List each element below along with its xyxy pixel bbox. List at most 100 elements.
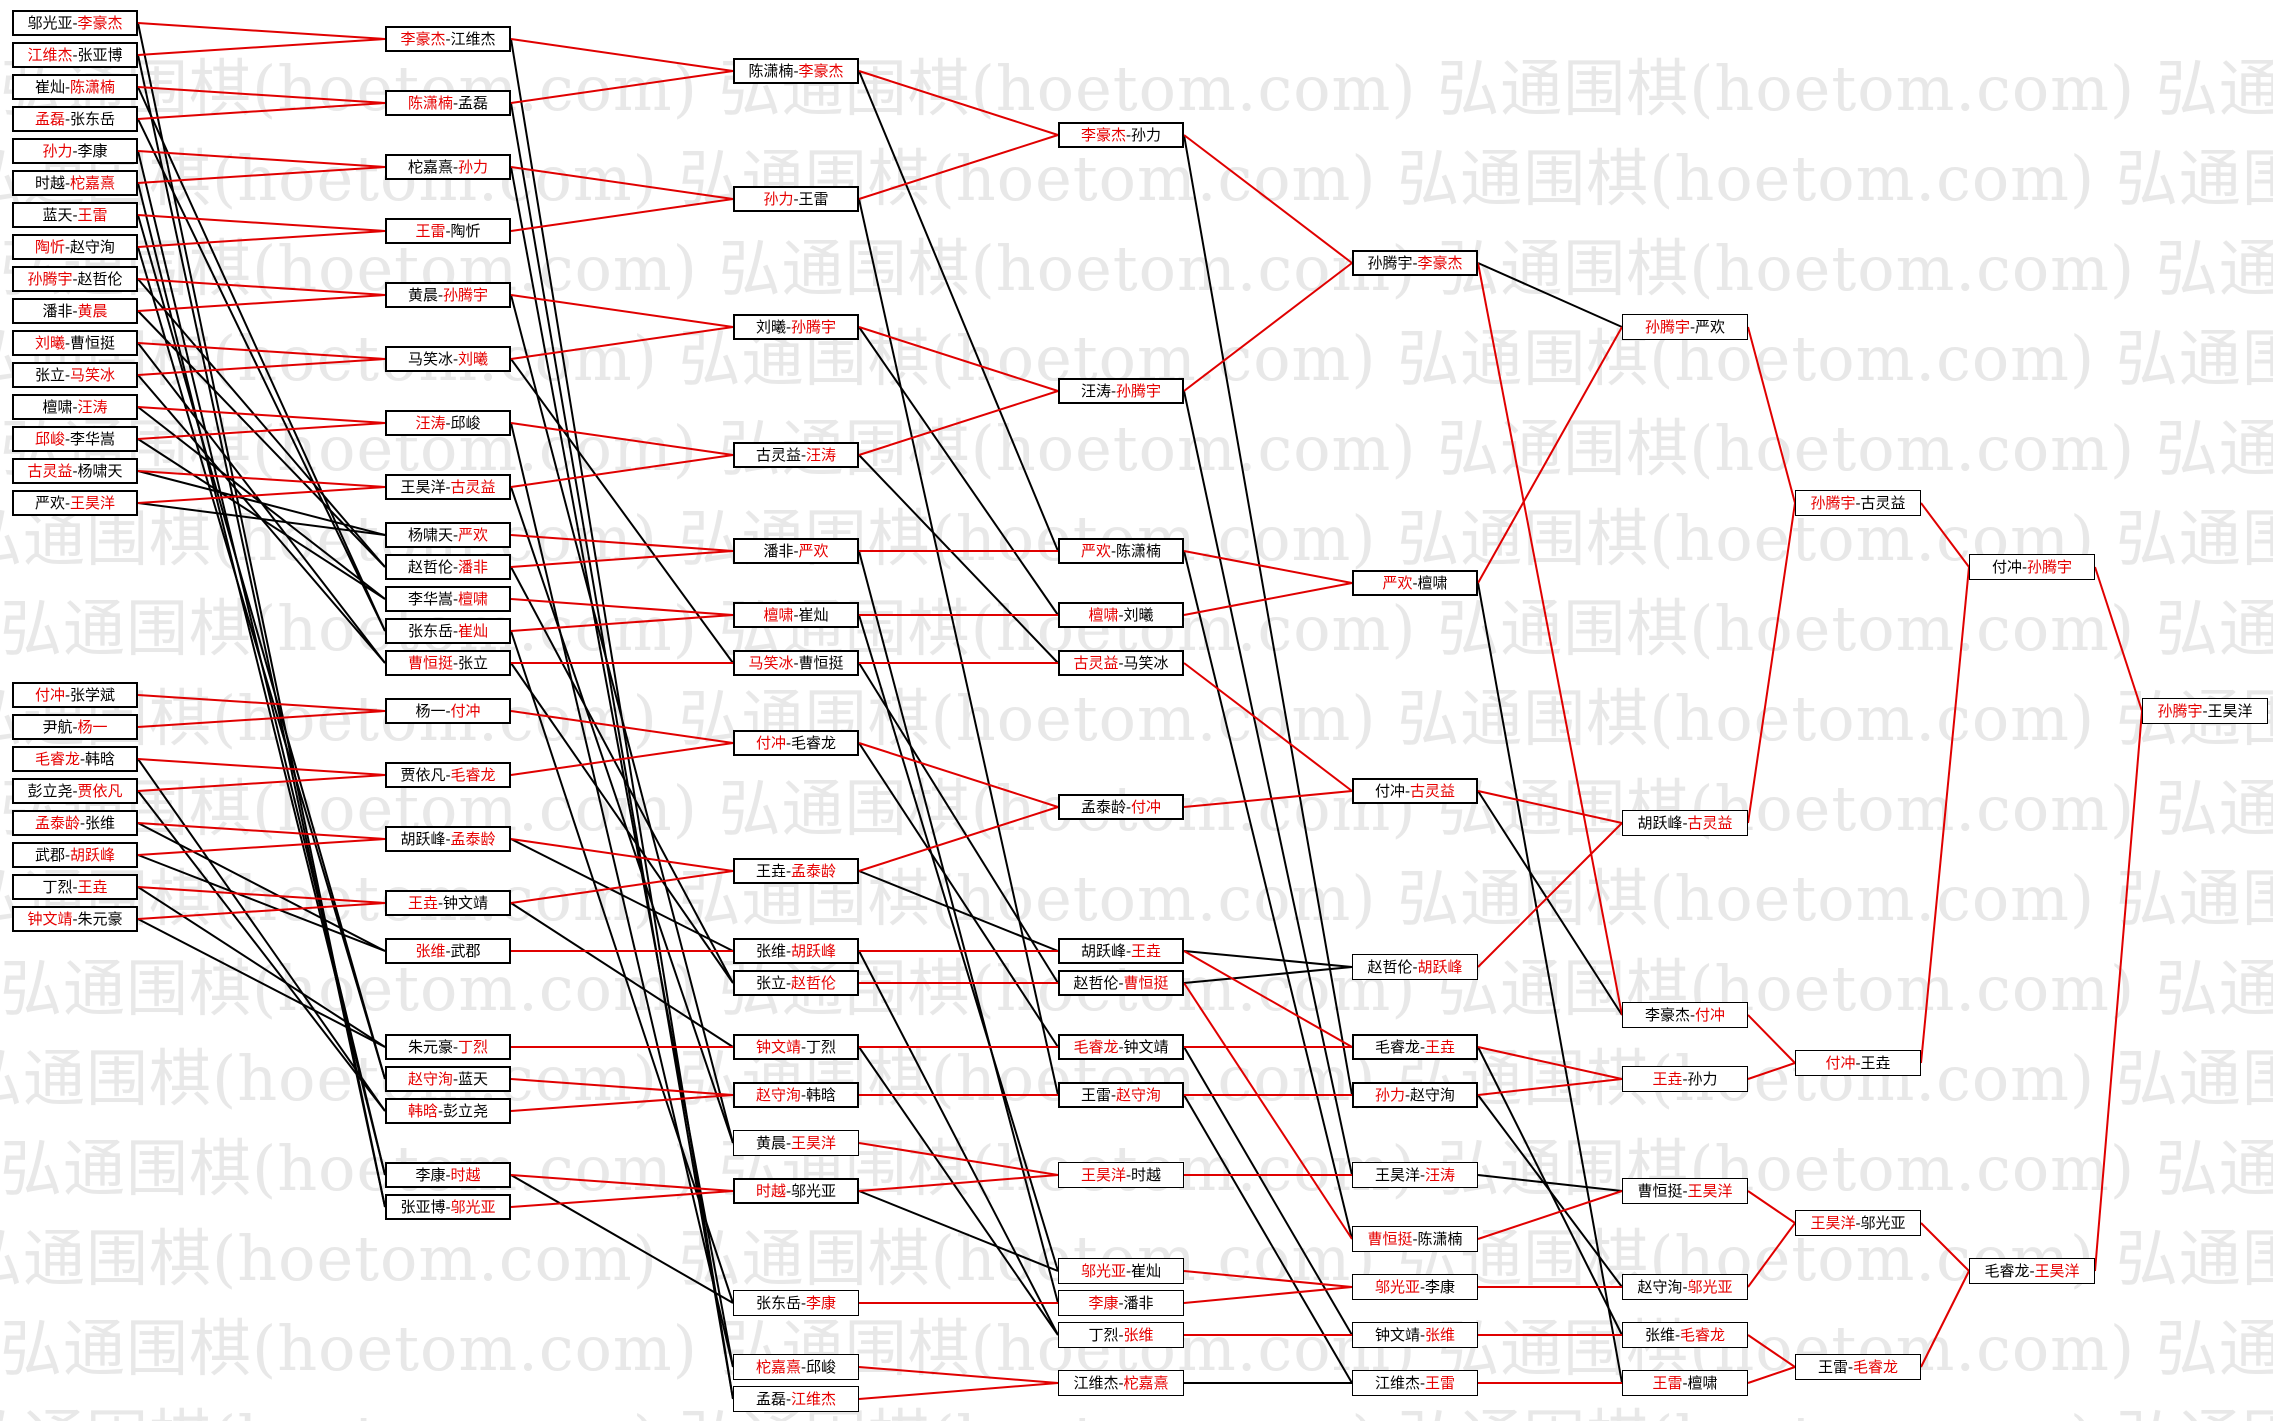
vs-dash: - xyxy=(437,1102,444,1120)
vs-dash: - xyxy=(2029,1262,2035,1280)
vs-dash: - xyxy=(72,878,78,896)
player-name: 刘曦 xyxy=(755,318,786,336)
match-box: 檀啸-崔灿 xyxy=(733,602,859,628)
player-name: 孙力 xyxy=(763,190,794,208)
vs-dash: - xyxy=(1855,1214,1861,1232)
match-box: 杨啸天-严欢 xyxy=(385,522,511,548)
match-box: 张维-毛睿龙 xyxy=(1622,1322,1748,1348)
player-name: 彭立尧 xyxy=(27,782,73,800)
match-box: 胡跃峰-古灵益 xyxy=(1622,810,1748,836)
match-box: 胡跃峰-王垚 xyxy=(1058,938,1184,964)
winner-connector-line xyxy=(1477,326,1623,584)
player-name: 李豪杰 xyxy=(1417,254,1463,272)
player-name: 杨一 xyxy=(415,702,446,720)
player-name: 李豪杰 xyxy=(798,62,844,80)
match-box: 孟磊-张东岳 xyxy=(12,106,138,132)
vs-dash: - xyxy=(1689,1006,1696,1024)
match-box: 王垚-钟文靖 xyxy=(385,890,511,916)
player-name: 贾依凡 xyxy=(400,766,446,784)
vs-dash: - xyxy=(64,366,71,384)
player-name: 付冲 xyxy=(34,686,65,704)
player-name: 赵守洵 xyxy=(70,238,116,256)
match-box: 王昊洋-邬光亚 xyxy=(1795,1210,1921,1236)
player-name: 王垚 xyxy=(755,862,786,880)
vs-dash: - xyxy=(445,766,451,784)
player-name: 孙腾宇 xyxy=(2027,558,2073,576)
vs-dash: - xyxy=(1419,1038,1426,1056)
player-name: 张东岳 xyxy=(755,1294,801,1312)
vs-dash: - xyxy=(1419,1166,1426,1184)
winner-connector-line xyxy=(137,166,386,184)
player-name: 付冲 xyxy=(450,702,481,720)
match-box: 江维杰-王雷 xyxy=(1352,1370,1478,1396)
vs-dash: - xyxy=(445,222,451,240)
player-name: 黄晨 xyxy=(407,286,438,304)
player-name: 付冲 xyxy=(755,734,786,752)
match-box: 曹恒挺-张立 xyxy=(385,650,511,676)
loser-connector-line xyxy=(1183,134,1353,1096)
match-box: 彭立尧-贾依凡 xyxy=(12,778,138,804)
match-box: 毛睿龙-韩晗 xyxy=(12,746,138,772)
loser-connector-line xyxy=(1477,582,1623,1384)
player-name: 张亚博 xyxy=(400,1198,446,1216)
vs-dash: - xyxy=(64,846,71,864)
match-box: 蓝天-王雷 xyxy=(12,202,138,228)
match-box: 陈潇楠-李豪杰 xyxy=(733,58,859,84)
winner-connector-line xyxy=(1920,566,1970,1064)
player-name: 李豪杰 xyxy=(1080,126,1126,144)
player-name: 李华嵩 xyxy=(407,590,453,608)
winner-connector-line xyxy=(1183,1270,1353,1288)
match-box: 钟文靖-丁烈 xyxy=(733,1034,859,1060)
vs-dash: - xyxy=(452,1038,459,1056)
winner-connector-line xyxy=(1747,1366,1796,1384)
winner-connector-line xyxy=(137,150,386,168)
loser-connector-line xyxy=(510,566,734,984)
vs-dash: - xyxy=(64,334,71,352)
player-name: 邬光亚 xyxy=(27,14,73,32)
vs-dash: - xyxy=(785,862,792,880)
loser-connector-line xyxy=(137,470,386,536)
winner-connector-line xyxy=(510,38,734,72)
player-name: 赵守洵 xyxy=(1116,1086,1162,1104)
player-name: 檀啸 xyxy=(42,398,73,416)
player-name: 孟磊 xyxy=(458,94,489,112)
player-name: 赵守洵 xyxy=(407,1070,453,1088)
player-name: 檀啸 xyxy=(1088,606,1119,624)
vs-dash: - xyxy=(72,14,78,32)
winner-connector-line xyxy=(1183,982,1353,1240)
vs-dash: - xyxy=(2202,702,2208,720)
player-name: 柁嘉熹 xyxy=(755,1358,801,1376)
player-name: 张维 xyxy=(1425,1326,1456,1344)
winner-connector-line xyxy=(510,550,734,568)
winner-connector-line xyxy=(858,806,1059,872)
winner-connector-line xyxy=(1477,790,1623,824)
player-name: 古灵益 xyxy=(1073,654,1119,672)
vs-dash: - xyxy=(445,702,451,720)
player-name: 王昊洋 xyxy=(400,478,446,496)
match-box: 赵守洵-邬光亚 xyxy=(1622,1274,1748,1300)
winner-connector-line xyxy=(858,1382,1059,1400)
winner-connector-line xyxy=(137,902,386,920)
player-name: 张东岳 xyxy=(70,110,116,128)
match-box: 钟文靖-张维 xyxy=(1352,1322,1478,1348)
player-name: 杨啸天 xyxy=(77,462,123,480)
match-box: 曹恒挺-王昊洋 xyxy=(1622,1178,1748,1204)
match-box: 武郡-胡跃峰 xyxy=(12,842,138,868)
player-name: 刘曦 xyxy=(458,350,489,368)
vs-dash: - xyxy=(64,238,71,256)
match-box: 孙腾宇-王昊洋 xyxy=(2142,698,2268,724)
winner-connector-line xyxy=(858,70,1059,136)
player-name: 丁烈 xyxy=(806,1038,837,1056)
vs-dash: - xyxy=(785,1182,792,1200)
player-name: 邬光亚 xyxy=(450,1198,496,1216)
winner-connector-line xyxy=(510,870,734,904)
vs-dash: - xyxy=(1412,1230,1418,1248)
vs-dash: - xyxy=(1118,1294,1124,1312)
match-box: 毛睿龙-王昊洋 xyxy=(1969,1258,2095,1284)
loser-connector-line xyxy=(137,502,386,536)
match-box: 江维杰-柁嘉熹 xyxy=(1058,1370,1184,1396)
match-box: 江维杰-张亚博 xyxy=(12,42,138,68)
vs-dash: - xyxy=(1682,1182,1688,1200)
loser-connector-line xyxy=(1477,262,1623,328)
